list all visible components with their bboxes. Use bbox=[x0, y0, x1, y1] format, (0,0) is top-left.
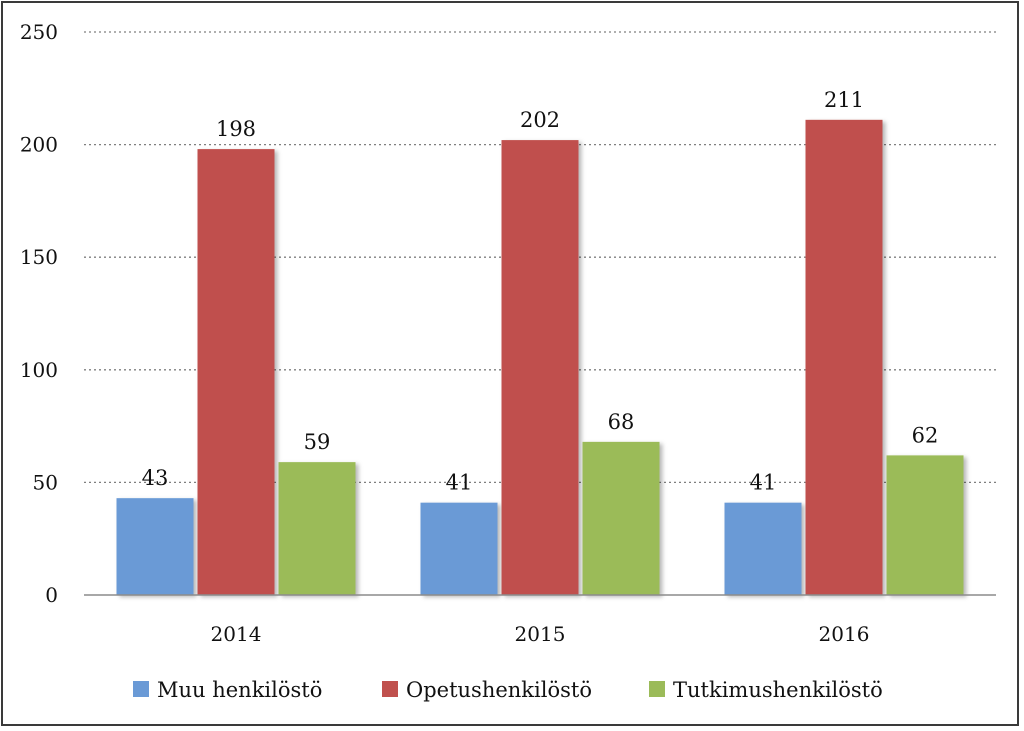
data-label: 41 bbox=[750, 471, 777, 495]
y-tick-label: 0 bbox=[45, 583, 58, 607]
y-tick-label: 100 bbox=[20, 358, 58, 382]
legend: Muu henkilöstö Opetushenkilöstö Tutkimushe… bbox=[133, 678, 883, 702]
legend-swatch bbox=[133, 681, 149, 697]
x-tick-label: 2016 bbox=[819, 622, 870, 646]
y-tick-label: 50 bbox=[33, 470, 58, 494]
legend-swatch bbox=[382, 681, 398, 697]
legend-label: Muu henkilöstö bbox=[157, 678, 322, 702]
data-label: 41 bbox=[446, 471, 473, 495]
y-tick-label: 200 bbox=[20, 133, 58, 157]
bar bbox=[582, 441, 660, 595]
data-label: 198 bbox=[216, 117, 256, 141]
bar bbox=[805, 119, 883, 595]
bar bbox=[278, 462, 356, 595]
y-axis-tick-labels: 0 50 100 150 200 250 bbox=[20, 20, 58, 607]
x-tick-label: 2015 bbox=[515, 622, 566, 646]
data-label: 211 bbox=[824, 88, 864, 112]
bar bbox=[116, 498, 194, 595]
bars bbox=[116, 119, 964, 595]
data-label: 68 bbox=[608, 410, 635, 434]
bar bbox=[886, 455, 964, 595]
legend-swatch bbox=[649, 681, 665, 697]
legend-label: Opetushenkilöstö bbox=[406, 678, 592, 702]
data-label: 202 bbox=[520, 108, 560, 132]
data-labels: 43 198 59 41 202 68 41 211 62 bbox=[142, 88, 939, 495]
data-label: 62 bbox=[912, 423, 939, 447]
legend-label: Tutkimushenkilöstö bbox=[673, 678, 883, 702]
data-label: 43 bbox=[142, 466, 169, 490]
x-axis-tick-labels: 2014 2015 2016 bbox=[211, 622, 870, 646]
bar bbox=[501, 140, 579, 595]
data-label: 59 bbox=[304, 430, 331, 454]
x-tick-label: 2014 bbox=[211, 622, 262, 646]
y-tick-label: 150 bbox=[20, 245, 58, 269]
bar bbox=[197, 149, 275, 595]
bar bbox=[724, 502, 802, 595]
bar bbox=[420, 502, 498, 595]
y-tick-label: 250 bbox=[20, 20, 58, 44]
